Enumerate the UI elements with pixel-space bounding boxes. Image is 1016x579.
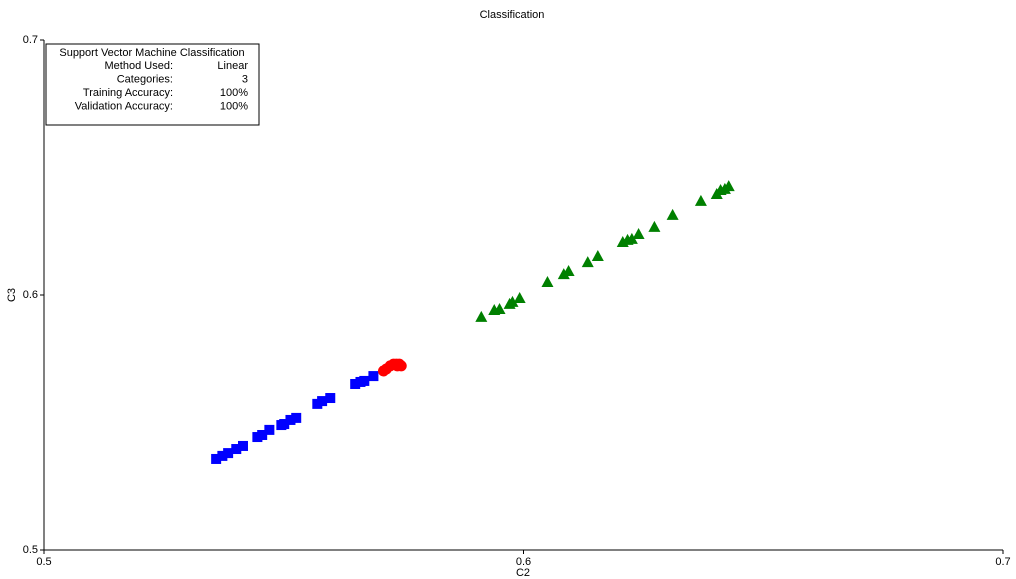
point	[625, 232, 638, 244]
point	[591, 249, 604, 261]
x-tick-label: 0.5	[36, 556, 51, 568]
point	[291, 412, 302, 423]
point	[264, 424, 275, 435]
point	[317, 396, 328, 407]
point	[632, 228, 645, 240]
info-value: 100%	[220, 100, 248, 112]
point	[231, 444, 242, 455]
info-label: Validation Accuracy:	[75, 100, 173, 112]
point	[648, 220, 661, 232]
point	[257, 429, 268, 440]
point	[541, 275, 554, 287]
point	[325, 393, 336, 404]
point	[359, 375, 370, 386]
x-axis-label: C2	[516, 567, 530, 579]
info-box: Support Vector Machine ClassificationMet…	[45, 43, 260, 126]
point	[391, 360, 403, 372]
y-tick-label: 0.5	[23, 544, 38, 556]
info-value: Linear	[217, 60, 248, 72]
info-label: Training Accuracy:	[83, 87, 173, 99]
x-tick-label: 0.6	[516, 556, 531, 568]
point	[562, 265, 575, 277]
point	[475, 310, 488, 322]
point	[694, 194, 707, 206]
point	[211, 453, 222, 464]
point	[722, 180, 735, 192]
point	[279, 419, 290, 430]
point	[666, 208, 679, 220]
info-box-frame	[45, 43, 260, 126]
info-value: 3	[242, 73, 248, 85]
y-axis-label: C3	[6, 288, 18, 302]
point	[237, 440, 248, 451]
point	[285, 414, 296, 425]
point	[350, 378, 361, 389]
point	[368, 371, 379, 382]
point	[513, 292, 526, 304]
point	[493, 303, 506, 315]
info-label: Categories:	[117, 73, 173, 85]
point	[506, 295, 519, 307]
info-value: 100%	[220, 87, 248, 99]
info-label: Method Used:	[105, 60, 173, 72]
point	[581, 256, 594, 268]
point	[223, 448, 234, 459]
point	[557, 268, 570, 280]
x-tick-label: 0.7	[995, 556, 1010, 568]
chart-title: Classification	[480, 9, 545, 21]
y-tick-label: 0.6	[23, 289, 38, 301]
info-title: Support Vector Machine Classification	[59, 47, 244, 59]
point	[217, 450, 228, 461]
y-tick-label: 0.7	[23, 34, 38, 46]
